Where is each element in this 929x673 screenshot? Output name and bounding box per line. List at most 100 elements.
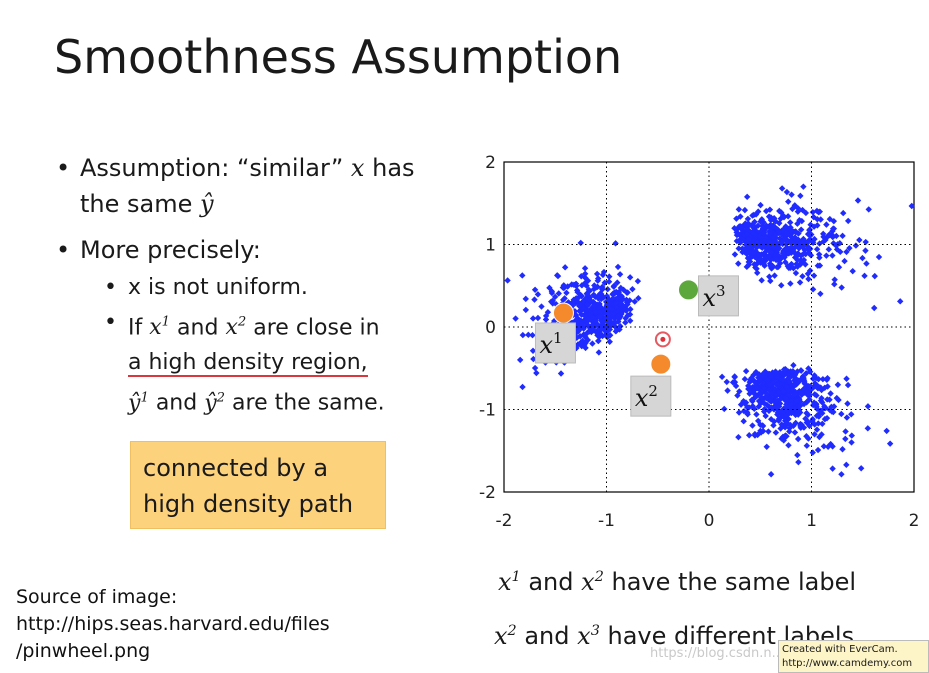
data-point xyxy=(733,237,741,245)
data-point xyxy=(761,237,768,245)
data-point xyxy=(574,298,581,305)
data-point xyxy=(504,277,511,284)
data-point xyxy=(554,272,561,279)
data-point xyxy=(608,305,616,313)
x-tick-label: -1 xyxy=(598,511,615,531)
data-point xyxy=(744,215,752,223)
math-x: x xyxy=(350,154,365,182)
data-point xyxy=(864,403,872,410)
data-point xyxy=(811,391,818,398)
bullet-assumption: Assumption: “similar” x has the same ŷ xyxy=(56,150,456,222)
data-point xyxy=(856,236,863,244)
data-point xyxy=(604,285,611,293)
data-point xyxy=(789,205,796,213)
highlight-line: high density path xyxy=(143,490,354,518)
data-point xyxy=(782,407,790,414)
point-label-x1: x1 xyxy=(539,329,562,359)
data-point xyxy=(754,222,762,229)
data-point xyxy=(793,260,800,268)
data-point xyxy=(589,309,596,316)
data-point xyxy=(794,435,802,443)
data-point xyxy=(581,281,589,288)
data-point xyxy=(758,277,765,284)
data-point xyxy=(797,376,805,383)
data-point xyxy=(840,209,847,217)
caption-same-label: x1 and x2 have the same label xyxy=(498,568,856,596)
data-point xyxy=(769,393,776,400)
data-point xyxy=(803,370,810,377)
data-point xyxy=(781,235,789,243)
point-label-x3: x3 xyxy=(703,282,726,312)
math-x2: x2 xyxy=(225,315,247,341)
math-x3: x3 xyxy=(577,622,600,650)
data-point xyxy=(871,272,878,280)
data-point xyxy=(751,390,758,398)
data-point xyxy=(768,390,775,397)
data-point xyxy=(585,323,593,330)
data-point xyxy=(828,231,835,238)
bullet-text: More precisely: xyxy=(80,236,261,264)
data-point xyxy=(844,400,851,407)
data-point xyxy=(735,260,742,267)
point-label-box xyxy=(630,375,672,417)
data-point xyxy=(811,380,819,387)
data-point xyxy=(769,223,776,230)
data-point xyxy=(786,378,793,386)
data-point xyxy=(823,234,830,241)
slide-title: Smoothness Assumption xyxy=(54,30,623,84)
data-point xyxy=(745,432,753,439)
data-point xyxy=(586,296,594,304)
data-point xyxy=(529,331,536,339)
bullet-text: Assumption: “similar” xyxy=(80,154,344,182)
data-point xyxy=(760,219,767,226)
data-point xyxy=(578,273,585,280)
data-point xyxy=(608,321,615,328)
y-tick-label: 2 xyxy=(485,153,496,173)
point-label-x2: x2 xyxy=(635,382,658,412)
data-point xyxy=(574,288,581,296)
math-yhat1: ŷ1 xyxy=(128,390,149,416)
data-point xyxy=(519,383,526,391)
sub-bullet-text: and xyxy=(177,315,219,341)
data-point xyxy=(743,409,751,416)
sub-bullet-text: x is not uniform. xyxy=(128,275,308,300)
data-point xyxy=(810,223,818,230)
evercam-watermark: Created with EverCam. http://www.camdemy… xyxy=(778,640,929,673)
data-point xyxy=(829,465,836,472)
data-point xyxy=(829,443,836,450)
data-point xyxy=(810,399,818,406)
data-point xyxy=(787,421,794,429)
data-point xyxy=(740,418,747,425)
data-point xyxy=(745,244,752,251)
source-label: Source of image: xyxy=(16,586,178,608)
data-point xyxy=(752,211,760,218)
data-point xyxy=(854,197,862,204)
data-point xyxy=(813,381,820,389)
data-point xyxy=(807,386,815,393)
data-point xyxy=(751,432,759,439)
data-point xyxy=(809,417,816,425)
data-point xyxy=(800,374,807,382)
math-x2: x2 xyxy=(581,568,604,596)
data-point xyxy=(836,240,844,247)
data-point xyxy=(718,373,726,381)
data-point xyxy=(605,278,613,285)
data-point xyxy=(548,298,555,305)
data-point xyxy=(598,295,605,303)
data-point xyxy=(802,261,809,268)
data-point xyxy=(843,375,850,382)
data-point xyxy=(751,218,758,226)
data-point xyxy=(767,471,775,478)
math-x2: x2 xyxy=(494,622,517,650)
underlined-text: a high density region, xyxy=(128,350,368,378)
data-point xyxy=(788,228,795,235)
bullet-more-precisely: More precisely: xyxy=(56,232,456,268)
watermark-line: Created with EverCam. xyxy=(782,644,898,655)
data-point xyxy=(783,433,790,440)
data-point xyxy=(861,272,868,280)
data-point xyxy=(792,419,799,427)
data-point xyxy=(789,239,796,247)
data-point xyxy=(760,370,767,377)
source-url: /pinwheel.png xyxy=(16,640,151,662)
data-point xyxy=(777,215,784,222)
